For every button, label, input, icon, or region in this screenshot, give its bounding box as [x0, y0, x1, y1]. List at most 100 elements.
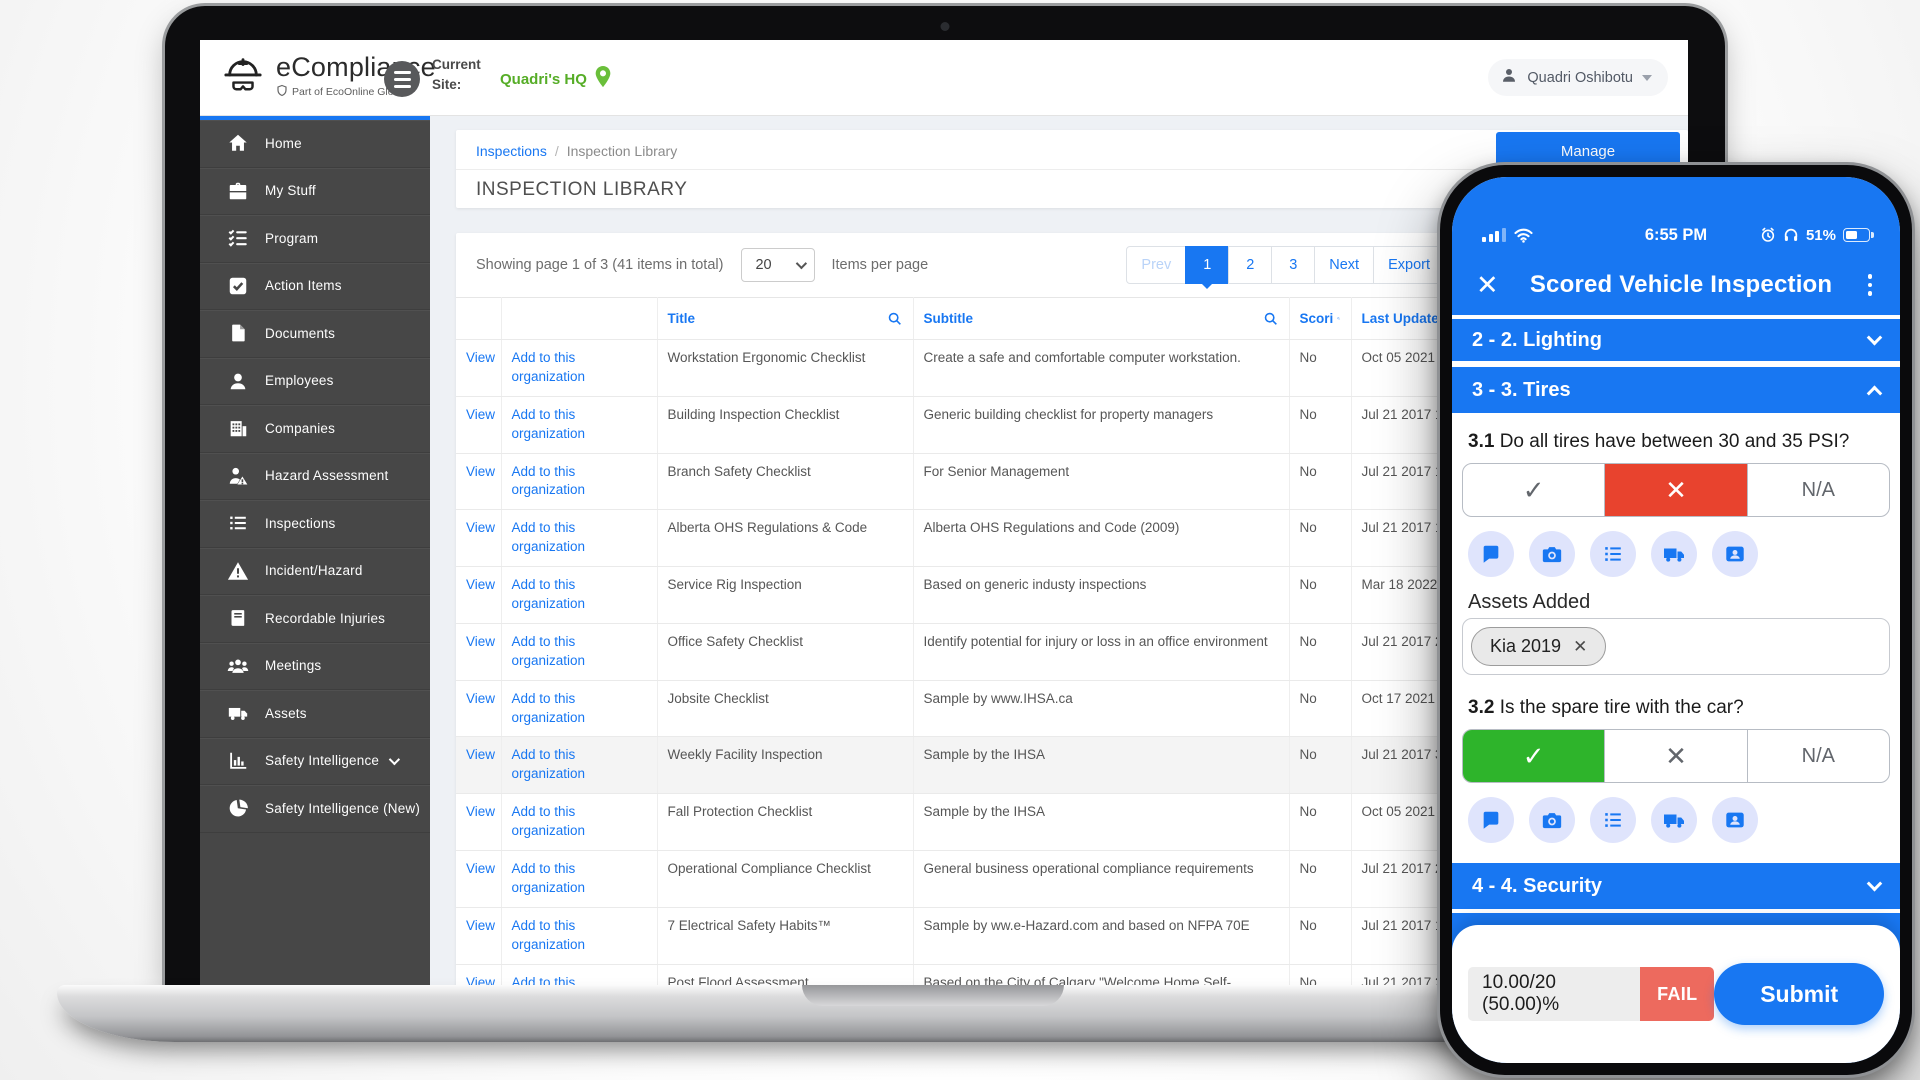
contact-card-button[interactable] — [1712, 531, 1758, 577]
camera-button[interactable] — [1529, 797, 1575, 843]
camera-icon — [1542, 813, 1562, 829]
comment-button[interactable] — [1468, 531, 1514, 577]
add-to-org-link[interactable]: Add to this organization — [511, 690, 586, 725]
add-to-org-link[interactable]: Add to this organization — [511, 861, 586, 895]
sidebar-item-inspections[interactable]: Inspections — [200, 500, 430, 548]
submit-button[interactable]: Submit — [1714, 963, 1884, 1025]
sidebar-item-companies[interactable]: Companies — [200, 405, 430, 453]
answer-pass-button[interactable]: ✓ — [1463, 464, 1604, 516]
close-icon[interactable]: ✕ — [1476, 269, 1499, 300]
kebab-menu-icon[interactable] — [1864, 270, 1877, 300]
sidebar-item-action-items[interactable]: Action Items — [200, 263, 430, 310]
sidebar-item-recordable-injuries[interactable]: Recordable Injuries — [200, 595, 430, 643]
phone-device: 6:55 PM 51% ✕ Scored Vehicle Inspection — [1437, 162, 1915, 1078]
question-3-2-answer-control: ✓ ✕ N/A — [1462, 729, 1890, 783]
contact-card-button[interactable] — [1712, 797, 1758, 843]
sidebar-item-employees[interactable]: Employees — [200, 358, 430, 405]
answer-fail-button[interactable]: ✕ — [1604, 464, 1747, 516]
inspection-library-table: Title Subtitle Scori Last Updated View Ad… — [456, 297, 1688, 985]
breadcrumb: Inspections / Inspection Library — [456, 130, 1688, 170]
comment-button[interactable] — [1468, 797, 1514, 843]
add-to-org-link[interactable]: Add to this organization — [511, 577, 586, 612]
view-link[interactable]: View — [466, 520, 496, 536]
add-to-org-link[interactable]: Add to this organization — [511, 804, 586, 839]
pagination-page-2-button[interactable]: 2 — [1228, 246, 1273, 284]
app-header: eCompliance Part of EcoOnline Global Cur… — [200, 40, 1688, 116]
add-to-org-link[interactable]: Add to this organization — [511, 350, 586, 384]
view-link[interactable]: View — [466, 917, 496, 933]
page-size-select[interactable]: 20 — [741, 248, 816, 282]
view-link[interactable]: View — [466, 804, 496, 820]
check-icon: ✓ — [1522, 474, 1545, 505]
laptop-base-notch — [801, 985, 1064, 1006]
export-button[interactable]: Export — [1373, 246, 1445, 284]
sidebar-item-incident-hazard[interactable]: Incident/Hazard — [200, 548, 430, 595]
view-link[interactable]: View — [466, 974, 496, 985]
view-link[interactable]: View — [466, 747, 496, 763]
current-site-selector[interactable]: Quadri's HQ — [500, 64, 614, 95]
checklist-button[interactable] — [1590, 797, 1636, 843]
asset-chip[interactable]: Kia 2019 ✕ — [1471, 627, 1607, 666]
pagination-next-button[interactable]: Next — [1314, 246, 1375, 284]
section-tires[interactable]: 3 - 3. Tires — [1452, 367, 1900, 413]
view-link[interactable]: View — [466, 350, 496, 365]
sidebar-item-safety-intelligence[interactable]: Safety Intelligence — [200, 738, 430, 785]
add-to-org-link[interactable]: Add to this organization — [511, 463, 586, 498]
answer-fail-button[interactable]: ✕ — [1604, 730, 1746, 782]
pagination-page-1-button[interactable]: 1 — [1185, 246, 1230, 284]
checklist-icon — [226, 226, 250, 250]
sidebar-item-assets[interactable]: Assets — [200, 690, 430, 738]
answer-na-button[interactable]: N/A — [1746, 464, 1889, 516]
remove-asset-icon[interactable]: ✕ — [1573, 636, 1588, 656]
view-link[interactable]: View — [466, 861, 496, 877]
pagination-page-3-button[interactable]: 3 — [1271, 246, 1316, 284]
view-link[interactable]: View — [466, 577, 496, 593]
hardhat-logo-icon — [220, 54, 266, 99]
app-tagline: Part of EcoOnline Global — [292, 86, 408, 98]
user-avatar-icon — [1500, 66, 1518, 89]
sidebar-item-documents[interactable]: Documents — [200, 310, 430, 358]
sidebar-item-hazard-assessment[interactable]: Hazard Assessment — [200, 453, 430, 500]
alarm-icon — [1761, 227, 1775, 242]
section-security[interactable]: 4 - 4. Security — [1452, 863, 1900, 909]
asset-truck-button[interactable] — [1651, 531, 1697, 577]
sidebar-item-meetings[interactable]: Meetings — [200, 643, 430, 690]
sidebar-item-program[interactable]: Program — [200, 215, 430, 263]
section-lighting[interactable]: 2 - 2. Lighting — [1452, 319, 1900, 361]
view-link[interactable]: View — [466, 690, 496, 706]
sidebar-item-home[interactable]: Home — [200, 120, 430, 168]
add-to-org-link[interactable]: Add to this organization — [511, 406, 586, 441]
answer-pass-button[interactable]: ✓ — [1463, 730, 1605, 782]
add-to-org-link[interactable]: Add to this organization — [511, 917, 586, 952]
view-link[interactable]: View — [466, 463, 496, 479]
add-to-org-link[interactable]: Add to this organization — [511, 747, 586, 782]
showing-text: Showing page 1 of 3 (41 items in total) — [476, 257, 724, 273]
answer-na-button[interactable]: N/A — [1746, 730, 1889, 782]
subtitle-column-header[interactable]: Subtitle — [913, 297, 1290, 340]
add-to-org-link[interactable]: Add to this organization — [511, 633, 586, 668]
checklist-button[interactable] — [1590, 531, 1636, 577]
building-icon — [226, 416, 250, 440]
pagination-prev-button[interactable]: Prev — [1126, 246, 1187, 284]
breadcrumb-inspections-link[interactable]: Inspections — [476, 143, 547, 159]
camera-button[interactable] — [1529, 531, 1575, 577]
asset-truck-button[interactable] — [1651, 797, 1697, 843]
add-to-org-link[interactable]: Add to this organization — [511, 520, 586, 555]
user-menu[interactable]: Quadri Oshibotu — [1488, 59, 1668, 96]
checkbox-icon — [226, 274, 250, 298]
sidebar-item-my-stuff[interactable]: My Stuff — [200, 168, 430, 215]
person-warning-icon — [226, 464, 250, 488]
add-to-org-link[interactable]: Add to this organization — [511, 974, 576, 985]
hamburger-menu-icon[interactable] — [384, 61, 420, 97]
view-link[interactable]: View — [466, 406, 496, 422]
title-column-header[interactable]: Title — [657, 297, 914, 340]
cell-signal-icon — [1482, 228, 1506, 242]
scoring-column-header[interactable]: Scori — [1289, 297, 1352, 340]
person-icon — [226, 369, 250, 393]
table-row: View Add to this organization Alberta OHS … — [456, 509, 1688, 568]
view-link[interactable]: View — [466, 633, 496, 649]
breadcrumb-current: Inspection Library — [566, 143, 678, 159]
inspection-title: Scored Vehicle Inspection — [1529, 271, 1833, 298]
sidebar-item-safety-intelligence-new[interactable]: Safety Intelligence (New) — [200, 785, 430, 833]
bar-chart-icon — [226, 749, 250, 773]
